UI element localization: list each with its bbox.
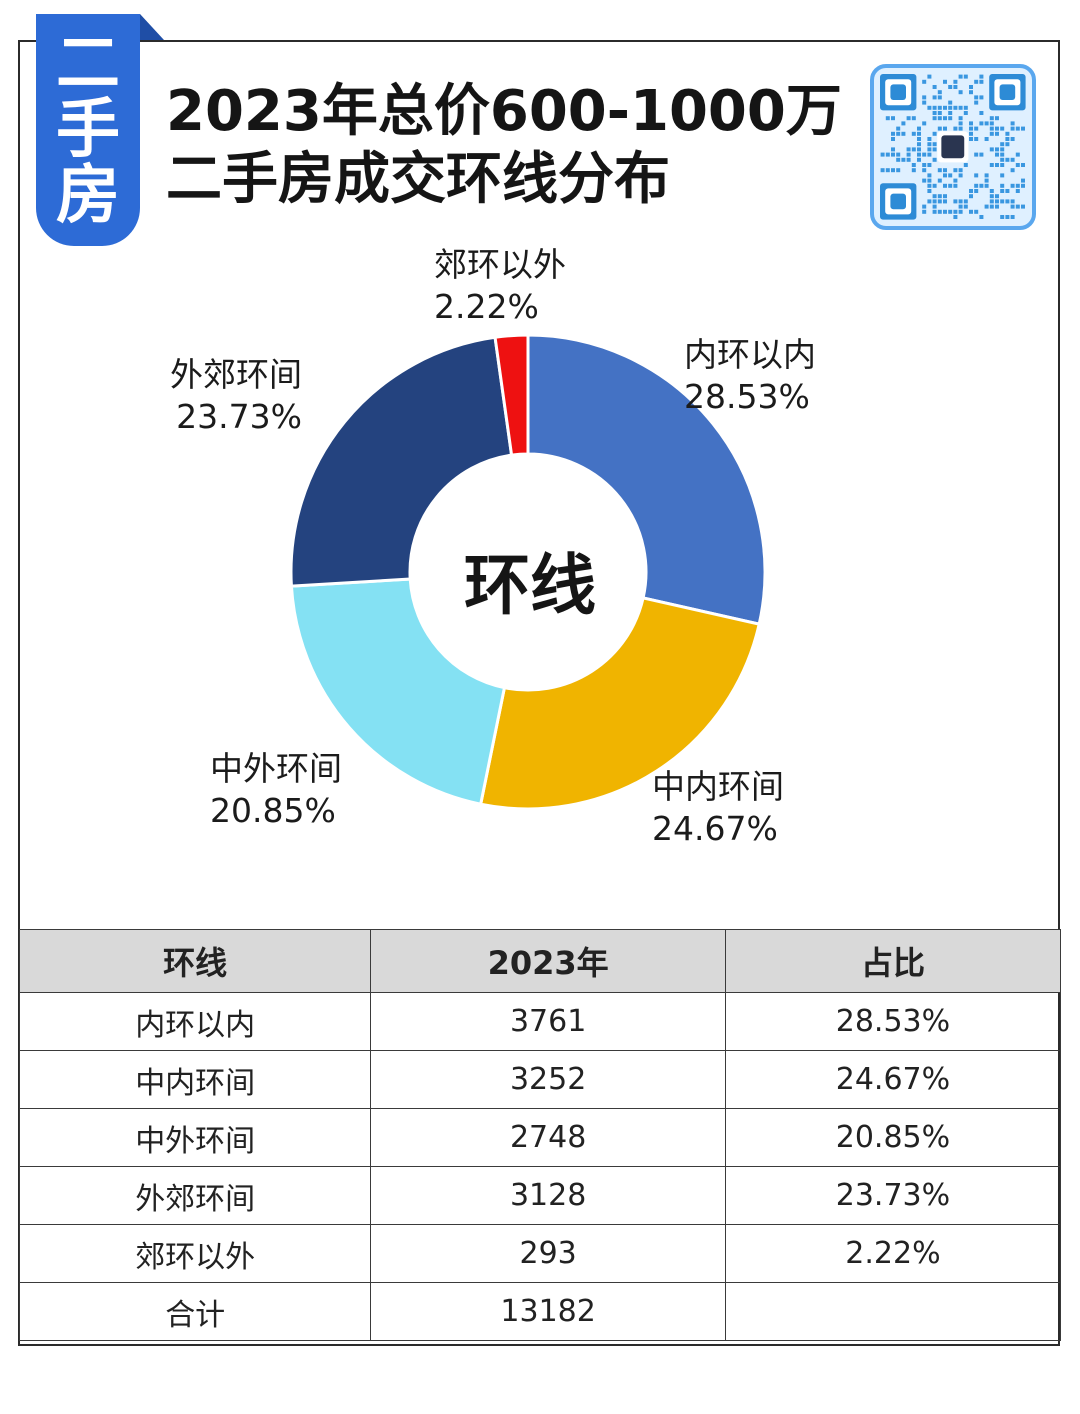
slice-label-inner-ring: 内环以内 28.53% bbox=[684, 334, 816, 418]
table-cell: 郊环以外 bbox=[18, 1224, 372, 1283]
slice-percent: 20.85% bbox=[210, 791, 336, 830]
slice-name: 外郊环间 bbox=[170, 355, 302, 394]
tag-char-2: 手 bbox=[56, 93, 120, 167]
table-cell: 3252 bbox=[370, 1050, 726, 1109]
second-hand-house-tag: 二 手 房 bbox=[36, 14, 164, 246]
donut-chart-svg bbox=[289, 333, 767, 811]
table-cell: 2748 bbox=[370, 1108, 726, 1167]
slice-name: 中外环间 bbox=[210, 749, 342, 788]
table-cell: 3128 bbox=[370, 1166, 726, 1225]
slice-inner-ring bbox=[526, 333, 767, 626]
table-cell: 28.53% bbox=[724, 992, 1062, 1051]
table-cell: 24.67% bbox=[724, 1050, 1062, 1109]
slice-name: 中内环间 bbox=[652, 767, 784, 806]
column-header: 2023年 bbox=[370, 929, 726, 993]
table-cell: 293 bbox=[370, 1224, 726, 1283]
table-cell: 合计 bbox=[18, 1282, 372, 1341]
slice-middle-outer bbox=[289, 577, 507, 806]
slice-label-outer-suburb: 外郊环间 23.73% bbox=[170, 354, 302, 438]
table-cell: 中内环间 bbox=[18, 1050, 372, 1109]
qr-code-graphic bbox=[880, 74, 1026, 220]
table-cell bbox=[724, 1282, 1062, 1341]
table-row: 内环以内 3761 28.53% bbox=[18, 992, 1062, 1051]
table-cell: 内环以内 bbox=[18, 992, 372, 1051]
table-cell: 23.73% bbox=[724, 1166, 1062, 1225]
slice-middle-inner bbox=[478, 596, 761, 811]
data-table: 环线 2023年 占比 内环以内 3761 28.53% 中内环间 3252 2… bbox=[18, 929, 1062, 1341]
table-cell: 13182 bbox=[370, 1282, 726, 1341]
table-header-row: 环线 2023年 占比 bbox=[18, 929, 1062, 993]
table-row: 郊环以外 293 2.22% bbox=[18, 1224, 1062, 1283]
column-header: 环线 bbox=[18, 929, 372, 993]
tag-char-1: 二 bbox=[56, 27, 120, 101]
title-line-1: 2023年总价600-1000万 bbox=[166, 79, 842, 144]
table-cell: 3761 bbox=[370, 992, 726, 1051]
table-row: 中外环间 2748 20.85% bbox=[18, 1108, 1062, 1167]
table-cell: 外郊环间 bbox=[18, 1166, 372, 1225]
slice-name: 郊环以外 bbox=[434, 245, 566, 284]
table-row: 合计 13182 bbox=[18, 1282, 1062, 1341]
slice-percent: 23.73% bbox=[176, 397, 302, 436]
tag-char-3: 房 bbox=[56, 159, 120, 233]
chart-center-label: 环线 bbox=[464, 547, 596, 624]
slice-percent: 28.53% bbox=[684, 377, 810, 416]
slice-label-beyond-suburb: 郊环以外 2.22% bbox=[434, 244, 566, 328]
slice-name: 内环以内 bbox=[684, 335, 816, 374]
slice-label-middle-outer: 中外环间 20.85% bbox=[210, 748, 342, 832]
title-line-2: 二手房成交环线分布 bbox=[166, 147, 670, 212]
table-row: 中内环间 3252 24.67% bbox=[18, 1050, 1062, 1109]
page-title: 2023年总价600-1000万 二手房成交环线分布 bbox=[166, 78, 842, 214]
column-header: 占比 bbox=[724, 929, 1062, 993]
table-cell: 2.22% bbox=[724, 1224, 1062, 1283]
slice-label-middle-inner: 中内环间 24.67% bbox=[652, 766, 784, 850]
slice-percent: 24.67% bbox=[652, 809, 778, 848]
table-cell: 20.85% bbox=[724, 1108, 1062, 1167]
donut-chart: 环线 内环以内 28.53% 中内环间 24.67% 中外环间 20.85% 外… bbox=[20, 230, 1060, 920]
slice-outer-suburb bbox=[289, 335, 514, 588]
slice-percent: 2.22% bbox=[434, 287, 539, 326]
content-frame bbox=[18, 40, 1060, 1346]
qr-code-icon bbox=[870, 64, 1036, 230]
table-cell: 中外环间 bbox=[18, 1108, 372, 1167]
table-row: 外郊环间 3128 23.73% bbox=[18, 1166, 1062, 1225]
slice-beyond-suburb bbox=[493, 333, 530, 457]
